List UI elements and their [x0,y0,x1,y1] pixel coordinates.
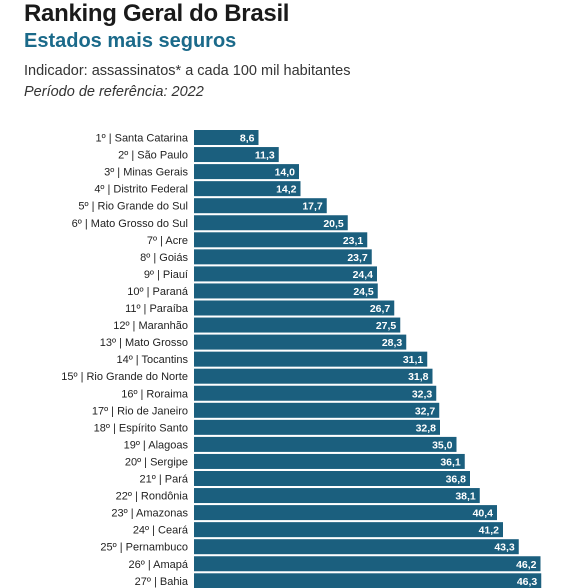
category-label: 9º | Piauí [144,269,188,281]
bar-value-label: 40,4 [473,508,494,520]
bar-value-label: 46,2 [516,559,537,571]
category-label: 18º | Espírito Santo [94,422,188,434]
bar-value-label: 17,7 [302,201,323,213]
bar-value-label: 11,3 [255,150,275,162]
bar [194,215,348,231]
bar-value-label: 23,1 [343,235,364,247]
bar-value-label: 43,3 [494,542,515,554]
bar-value-label: 31,8 [408,371,429,383]
bar [194,283,378,299]
chart-title: Ranking Geral do Brasil [24,0,290,27]
category-label: 16º | Roraima [121,388,189,400]
bar [194,232,368,248]
bar [194,317,401,333]
category-label: 24º | Ceará [133,525,189,537]
category-label: 7º | Acre [147,235,188,247]
category-label: 27º | Bahia [135,576,189,588]
bar-value-label: 31,1 [403,354,424,366]
bar [194,453,465,469]
bar [194,436,457,452]
bar-value-label: 38,1 [455,491,476,503]
bar [194,402,440,418]
bar-value-label: 26,7 [370,303,391,315]
bar [194,164,299,180]
bar [194,351,428,367]
bar-value-label: 36,1 [440,456,461,468]
bar-value-label: 14,2 [276,184,297,196]
category-label: 25º | Pernambuco [100,542,188,554]
bar [194,198,327,214]
category-label: 6º | Mato Grosso do Sul [72,218,188,230]
category-label: 13º | Mato Grosso [100,337,188,349]
chart-subtitle: Estados mais seguros [24,30,237,52]
category-label: 22º | Rondônia [116,491,189,503]
category-label: 10º | Paraná [127,286,189,298]
category-label: 15º | Rio Grande do Norte [61,371,188,383]
bar [194,147,279,163]
bar [194,368,433,384]
category-label: 1º | Santa Catarina [96,133,189,145]
bar [194,181,301,197]
bar [194,419,440,435]
category-label: 12º | Maranhão [113,320,188,332]
bar-value-label: 24,5 [353,286,374,298]
reference-period: Período de referência: 2022 [24,84,204,100]
bar [194,556,541,572]
category-label: 26º | Amapá [129,559,189,571]
category-label: 21º | Pará [140,474,189,486]
bar-value-label: 41,2 [479,525,500,537]
bar-value-label: 27,5 [376,320,397,332]
bar-value-label: 35,0 [432,439,453,451]
bar [194,266,377,282]
bar-value-label: 24,4 [353,269,374,281]
category-label: 4º | Distrito Federal [94,184,188,196]
category-label: 14º | Tocantins [117,354,189,366]
category-label: 23º | Amazonas [111,508,188,520]
bar [194,522,503,538]
bar-value-label: 20,5 [323,218,344,230]
bar-value-label: 36,8 [446,474,467,486]
bar-value-label: 46,3 [517,576,538,588]
bar [194,539,519,555]
bar [194,334,407,350]
bar-value-label: 23,7 [347,252,368,264]
bar-value-label: 8,6 [240,133,255,145]
bar [194,573,542,588]
bar [194,488,480,504]
indicator-note: Indicador: assassinatos* a cada 100 mil … [24,63,351,79]
bar-value-label: 28,3 [382,337,403,349]
bar [194,300,395,316]
bar [194,385,437,401]
bar [194,471,470,486]
category-label: 11º | Paraíba [125,303,189,315]
bar [194,249,372,265]
category-label: 3º | Minas Gerais [104,167,188,179]
category-label: 19º | Alagoas [124,439,189,451]
category-label: 17º | Rio de Janeiro [92,405,188,417]
bar-value-label: 32,7 [415,405,436,417]
category-label: 8º | Goiás [140,252,188,264]
category-label: 2º | São Paulo [118,150,188,162]
bar [194,505,497,521]
bar [194,130,259,145]
category-label: 20º | Sergipe [125,456,188,468]
bar-value-label: 32,3 [412,388,433,400]
bar-value-label: 14,0 [275,167,296,179]
category-label: 5º | Rio Grande do Sul [78,201,188,213]
bar-value-label: 32,8 [416,422,437,434]
